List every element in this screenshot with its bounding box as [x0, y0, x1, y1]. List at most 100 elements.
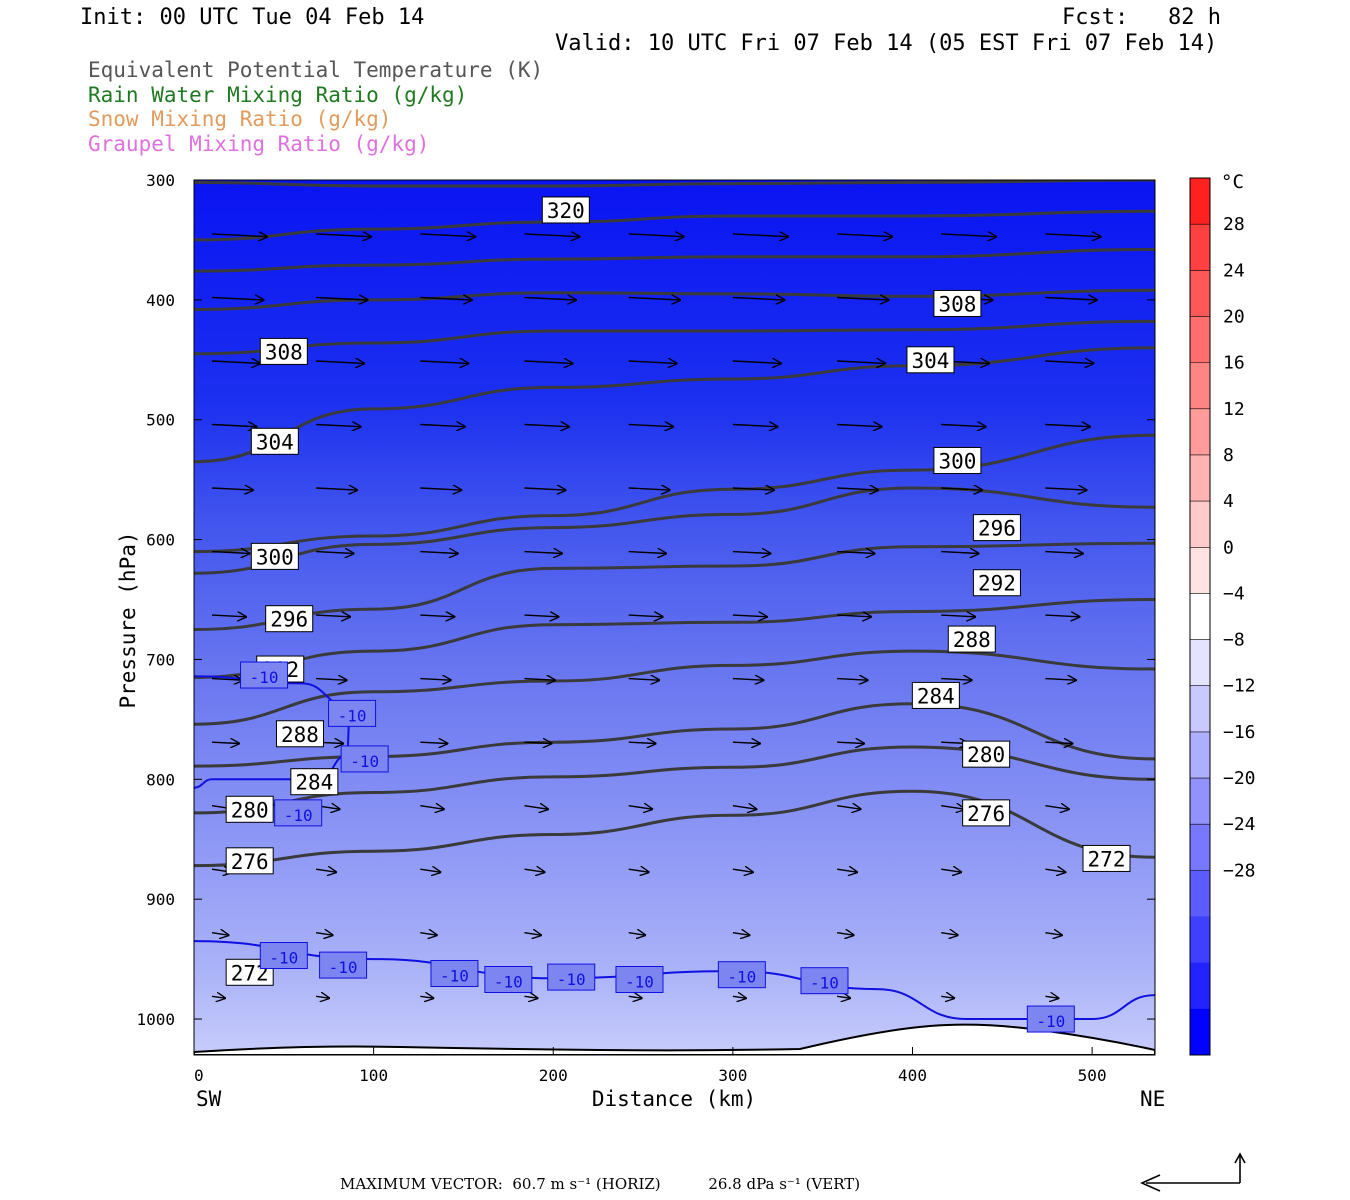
svg-text:-10: -10 [494, 972, 523, 991]
theta-e-label-288: 288 [275, 720, 324, 748]
wind-vector [732, 869, 753, 872]
y-axis-title: Pressure (hPa) [116, 531, 140, 708]
wind-vector [732, 615, 767, 617]
y-tick-label: 1000 [136, 1010, 175, 1029]
wind-vector [316, 488, 357, 490]
wind-vector [420, 742, 447, 743]
wind-vector [420, 996, 433, 998]
theta-e-contour-1 [194, 209, 1155, 242]
wind-vector [733, 1060, 743, 1061]
colorbar: 28 24 20 16 12 8 4 0 −4 −8 −12 −16 −20 −24 −28 [1189, 177, 1256, 1056]
wind-vector [1045, 996, 1058, 998]
svg-text:-10: -10 [350, 752, 379, 771]
colorbar-swatch [1190, 1008, 1210, 1056]
wind-vector [211, 361, 260, 363]
wind-vector [732, 234, 788, 237]
colorbar-tick-label: 16 [1223, 353, 1245, 374]
colorbar-swatch [1190, 778, 1210, 825]
svg-text:296: 296 [978, 517, 1016, 541]
wind-vector [316, 1123, 322, 1124]
wind-vector [732, 996, 746, 998]
theta-e-label-288: 288 [947, 625, 996, 653]
svg-text:308: 308 [938, 292, 976, 316]
theta-e-label-304: 304 [906, 346, 955, 374]
temperature-label: -10 [430, 959, 479, 987]
wind-vector [732, 425, 778, 427]
colorbar-swatch [1190, 362, 1210, 410]
x-tick-label: 0 [194, 1066, 204, 1085]
wind-vector [628, 742, 656, 743]
wind-vector [941, 425, 986, 427]
svg-text:-10: -10 [269, 949, 298, 968]
temperature-label: -10 [484, 965, 533, 993]
svg-text:-10: -10 [338, 706, 367, 725]
wind-vector [629, 1123, 635, 1124]
theta-e-label-284: 284 [290, 768, 339, 796]
y-tick-label: 500 [146, 411, 175, 430]
colorbar-tick-label: −8 [1223, 630, 1245, 651]
x-tick-label: 300 [718, 1066, 747, 1085]
colorbar-swatch [1190, 316, 1210, 364]
temperature-label: -10 [319, 951, 368, 979]
svg-text:-10: -10 [440, 966, 469, 985]
forecast-hour: Fcst: 82 h [1062, 5, 1221, 30]
wind-vector [941, 679, 972, 681]
wind-vector [1045, 615, 1079, 617]
colorbar-tick-label: 0 [1223, 537, 1234, 558]
temperature-label: -10 [240, 661, 289, 689]
plot-area [194, 180, 1155, 1055]
svg-text:296: 296 [270, 608, 308, 632]
svg-text:284: 284 [917, 684, 955, 708]
theta-e-label-296: 296 [265, 605, 314, 633]
wind-vector [941, 933, 958, 936]
wind-vector [837, 234, 892, 237]
x-tick-label: 400 [898, 1066, 927, 1085]
svg-text:-10: -10 [284, 806, 313, 825]
wind-vector [212, 1060, 222, 1061]
wind-vector [836, 996, 850, 998]
svg-text:300: 300 [256, 545, 294, 569]
x-axis-right-end-label: NE [1140, 1087, 1165, 1111]
wind-vector [316, 425, 361, 427]
wind-vector [211, 615, 246, 617]
wind-vector [628, 425, 674, 427]
wind-vector [420, 234, 475, 237]
wind-vector [628, 552, 667, 554]
theta-e-contour-10 [194, 649, 1155, 726]
theta-e-contour-5 [194, 346, 1155, 464]
colorbar-tick-label: −16 [1223, 722, 1256, 743]
wind-vector [628, 806, 653, 810]
wind-vector [420, 488, 461, 490]
wind-vector [628, 679, 660, 681]
colorbar-tick-label: 12 [1223, 399, 1245, 420]
svg-text:308: 308 [265, 340, 303, 364]
colorbar-tick-label: −28 [1223, 860, 1256, 881]
wind-vector [732, 552, 771, 554]
svg-text:300: 300 [938, 449, 976, 473]
wind-vector [316, 1060, 326, 1061]
wind-vector [1045, 361, 1093, 363]
wind-vector [837, 742, 864, 743]
wind-vector [316, 361, 364, 363]
temperature-label: -10 [800, 967, 849, 995]
wind-vector [837, 298, 889, 301]
valid-time: Valid: 10 UTC Fri 07 Feb 14 (05 EST Fri … [555, 31, 1218, 56]
wind-vector [628, 933, 646, 936]
wind-vector [1045, 933, 1062, 936]
theta-e-label-280: 280 [225, 795, 274, 823]
temperature-label: -10 [547, 963, 596, 991]
svg-text:280: 280 [967, 743, 1005, 767]
wind-vector [524, 742, 552, 743]
wind-vector [212, 1123, 218, 1124]
svg-text:276: 276 [967, 802, 1005, 826]
svg-text:288: 288 [281, 723, 319, 747]
wind-vector [732, 679, 764, 681]
colorbar-swatch [1190, 501, 1210, 548]
wind-vector [941, 488, 982, 490]
theta-e-label-300: 300 [933, 446, 982, 474]
wind-vector [628, 488, 670, 490]
wind-vector [836, 869, 857, 872]
wind-vector [837, 615, 871, 617]
y-tick-label: 600 [146, 531, 175, 550]
wind-vector [524, 933, 542, 936]
